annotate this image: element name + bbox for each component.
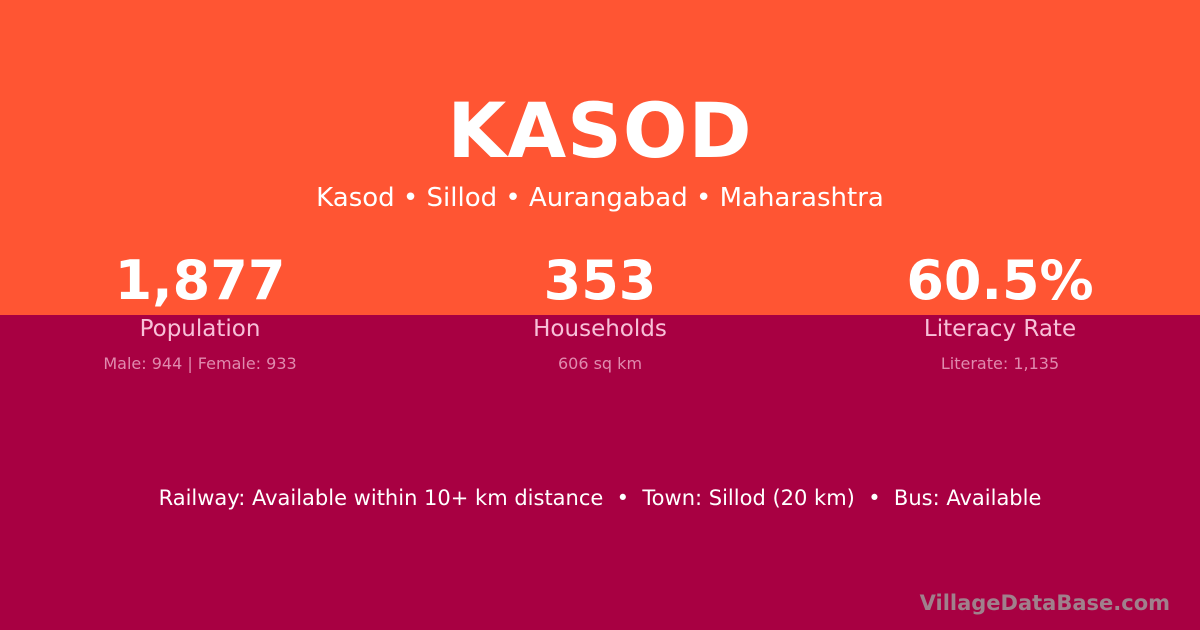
stat-detail: Literate: 1,135	[940, 354, 1060, 373]
connectivity-info: Railway: Available within 10+ km distanc…	[158, 486, 1042, 510]
header-band	[0, 0, 1200, 315]
page-title: KASOD	[447, 86, 753, 175]
stat-detail: 606 sq km	[557, 354, 643, 373]
location-breadcrumb: Kasod • Sillod • Aurangabad • Maharashtr…	[316, 183, 884, 213]
stat-value: 60.5%	[906, 249, 1094, 312]
stat-detail: Male: 944 | Female: 933	[103, 354, 297, 373]
stat-label: Households	[533, 316, 667, 342]
stat-value: 1,877	[114, 249, 286, 312]
stat-literacy: 60.5% Literacy Rate Literate: 1,135	[800, 248, 1200, 373]
stat-value: 353	[543, 249, 657, 312]
stat-households: 353 Households 606 sq km	[400, 248, 800, 373]
stat-population: 1,877 Population Male: 944 | Female: 933	[0, 248, 400, 373]
stat-label: Literacy Rate	[923, 316, 1077, 342]
stat-label: Population	[139, 316, 261, 342]
brand-watermark: VillageDataBase.com	[919, 591, 1170, 615]
